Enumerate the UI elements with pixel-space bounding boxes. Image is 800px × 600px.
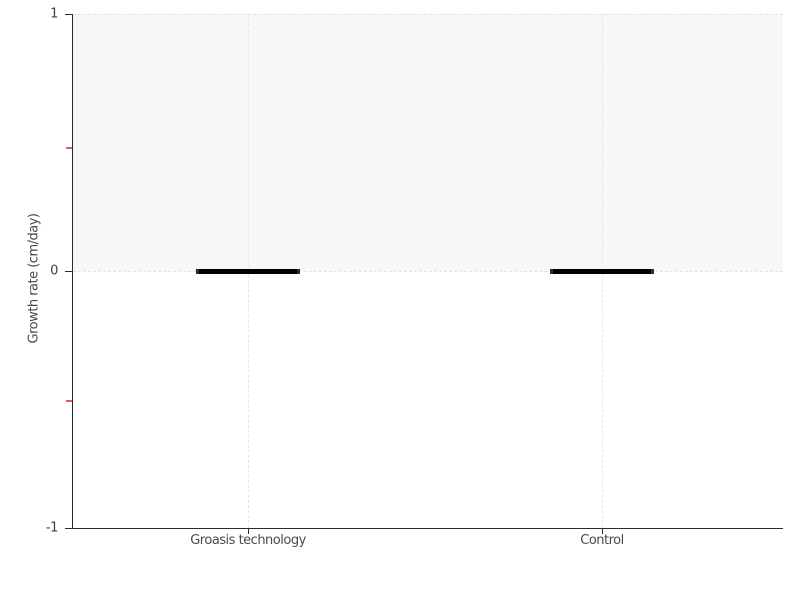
y-axis-minor-tick-positive <box>66 147 72 149</box>
y-axis-title: Growth rate (cm/day) <box>26 213 42 344</box>
bar-cap-right-groasis-technology <box>297 269 300 274</box>
bar-cap-left-groasis-technology <box>196 269 199 274</box>
y-axis-tick-top <box>65 14 72 15</box>
x-axis-label-control: Control <box>580 533 624 548</box>
bar-cap-left-control <box>550 269 553 274</box>
y-axis-minor-tick-negative <box>66 400 72 402</box>
gridline-horizontal-zero <box>73 271 783 272</box>
bar-control <box>553 269 651 274</box>
plot-area-background <box>73 14 783 271</box>
x-axis-tick-groasis-technology <box>248 528 249 534</box>
y-axis-label-zero: 0 <box>50 263 58 279</box>
y-axis-label-bottom: -1 <box>45 520 59 536</box>
y-axis-label-top: 1 <box>50 6 58 22</box>
bar-cap-right-control <box>651 269 654 274</box>
x-axis-tick-control <box>602 528 603 534</box>
y-axis-tick-bottom <box>65 528 72 529</box>
bar-groasis-technology <box>199 269 297 274</box>
x-axis-label-groasis-technology: Groasis technology <box>190 533 306 548</box>
y-axis-tick-zero <box>65 271 72 272</box>
y-axis-line <box>72 14 73 529</box>
gridline-horizontal-top <box>73 14 783 15</box>
x-axis-line <box>72 528 783 529</box>
